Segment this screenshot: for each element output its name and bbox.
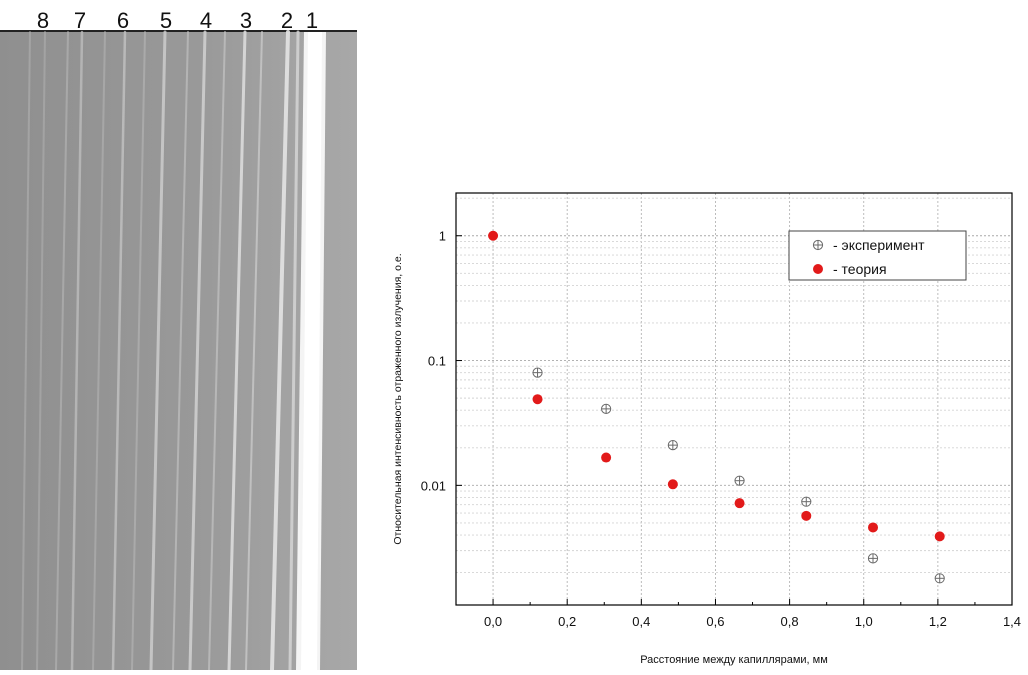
data-point-theory	[934, 531, 945, 542]
data-point-experiment	[734, 475, 745, 486]
y-tick-label: 0.01	[421, 478, 446, 493]
data-series	[488, 230, 945, 584]
capillary-label-8: 8	[37, 8, 49, 33]
data-point-theory	[868, 522, 878, 533]
capillary-label-7: 7	[74, 8, 86, 33]
data-point-experiment	[867, 553, 879, 564]
xray-image: 8 7 6 5 4 3 2 1	[0, 8, 357, 672]
capillary-labels: 8 7 6 5 4 3 2 1	[37, 8, 318, 33]
legend-label: - эксперимент	[833, 237, 925, 253]
intensity-chart: 0,0 0,2 0,4 0,6 0,8 1,0 1,2 1,4 1 0.1 0.01 - эксп…	[360, 0, 1028, 670]
data-point-experiment	[801, 496, 812, 507]
x-axis-ticks: 0,0 0,2 0,4 0,6 0,8 1,0 1,2 1,4	[484, 599, 1021, 629]
capillary-label-5: 5	[160, 8, 172, 33]
data-point-experiment	[532, 367, 543, 378]
x-tick-label: 0,6	[706, 614, 724, 629]
capillary-label-4: 4	[200, 8, 212, 33]
x-axis-label: Расстояние между капиллярами, мм	[640, 654, 828, 666]
data-point-experiment	[812, 239, 824, 251]
x-tick-label: 1,2	[929, 614, 947, 629]
data-point-experiment	[934, 573, 945, 584]
capillary-1-core	[301, 32, 322, 670]
legend-label: - теория	[833, 261, 887, 277]
y-tick-label: 0.1	[428, 354, 446, 369]
data-point-experiment	[667, 440, 678, 451]
capillary-label-6: 6	[117, 8, 129, 33]
legend: - эксперимент - теория	[788, 230, 967, 281]
x-tick-label: 0,4	[632, 614, 650, 629]
data-point-theory	[532, 394, 543, 405]
plot-frame	[455, 192, 1013, 606]
series	[532, 367, 945, 584]
capillary-streaks	[21, 30, 300, 672]
x-tick-label: 0,0	[484, 614, 502, 629]
capillary-label-3: 3	[240, 8, 252, 33]
data-point-theory	[601, 452, 612, 463]
y-tick-label: 1	[439, 229, 446, 244]
y-axis-label: Относительная интенсивность отраженного …	[392, 253, 404, 544]
axes	[455, 192, 1013, 606]
series	[488, 230, 945, 542]
data-point-experiment	[601, 403, 612, 414]
capillary-label-1: 1	[306, 8, 318, 33]
data-point-theory	[667, 479, 678, 490]
data-point-theory	[801, 510, 812, 521]
grid	[456, 193, 1013, 605]
y-axis-ticks: 1 0.1 0.01	[421, 229, 462, 493]
data-point-theory	[734, 498, 745, 509]
x-tick-label: 0,8	[781, 614, 799, 629]
x-tick-label: 1,4	[1003, 614, 1021, 629]
chart-svg: 0,0 0,2 0,4 0,6 0,8 1,0 1,2 1,4 1 0.1 0.01 - эксп…	[392, 192, 1021, 666]
x-tick-label: 0,2	[558, 614, 576, 629]
data-point-theory	[813, 264, 823, 274]
data-point-theory	[488, 230, 499, 241]
xray-capillary-photo: 8 7 6 5 4 3 2 1	[0, 0, 360, 672]
capillary-label-2: 2	[281, 8, 293, 33]
x-tick-label: 1,0	[855, 614, 873, 629]
